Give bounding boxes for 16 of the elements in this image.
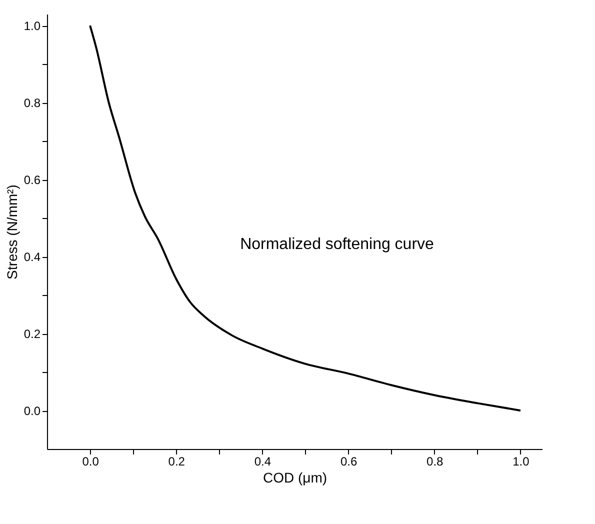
x-axis-title: COD (μm) (262, 470, 328, 486)
y-tick-label: 0.0 (24, 404, 41, 418)
y-tick-label: 0.8 (24, 96, 41, 110)
y-tick-label: 0.6 (24, 173, 41, 188)
x-tick-label: 0.0 (82, 454, 100, 468)
annotation: Normalized softening curve (240, 236, 434, 253)
y-tick-label: 0.2 (24, 327, 41, 342)
y-tick-label: 0.4 (24, 250, 41, 264)
y-tick-label: 1.0 (24, 19, 41, 34)
x-tick-label: 0.8 (426, 454, 444, 468)
line-series (89, 24, 522, 412)
x-tick-label: 0.6 (340, 454, 358, 468)
x-tick-label: 0.4 (254, 454, 272, 468)
y-axis-title: Stress (N/mm²) (4, 184, 20, 280)
x-tick-label: 0.2 (168, 454, 186, 468)
x-tick-label: 1.0 (512, 454, 530, 468)
